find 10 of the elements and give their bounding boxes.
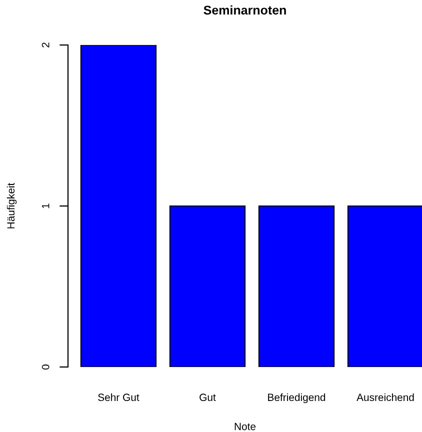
- y-tick-label: 1: [42, 204, 50, 208]
- x-tick-label: Befriedigend: [268, 393, 326, 404]
- y-tick-label: 0: [42, 364, 50, 370]
- x-axis-title: Note: [234, 422, 256, 430]
- x-tick-label: Ausreichend: [356, 393, 414, 402]
- x-tick-label: Gut: [200, 394, 216, 402]
- y-axis-title: Häufigkeit: [6, 182, 17, 228]
- x-tick-label: Sehr Gut: [98, 393, 140, 402]
- y-tick-label: 2: [42, 42, 50, 48]
- chart-title: Seminarnoten: [204, 5, 286, 15]
